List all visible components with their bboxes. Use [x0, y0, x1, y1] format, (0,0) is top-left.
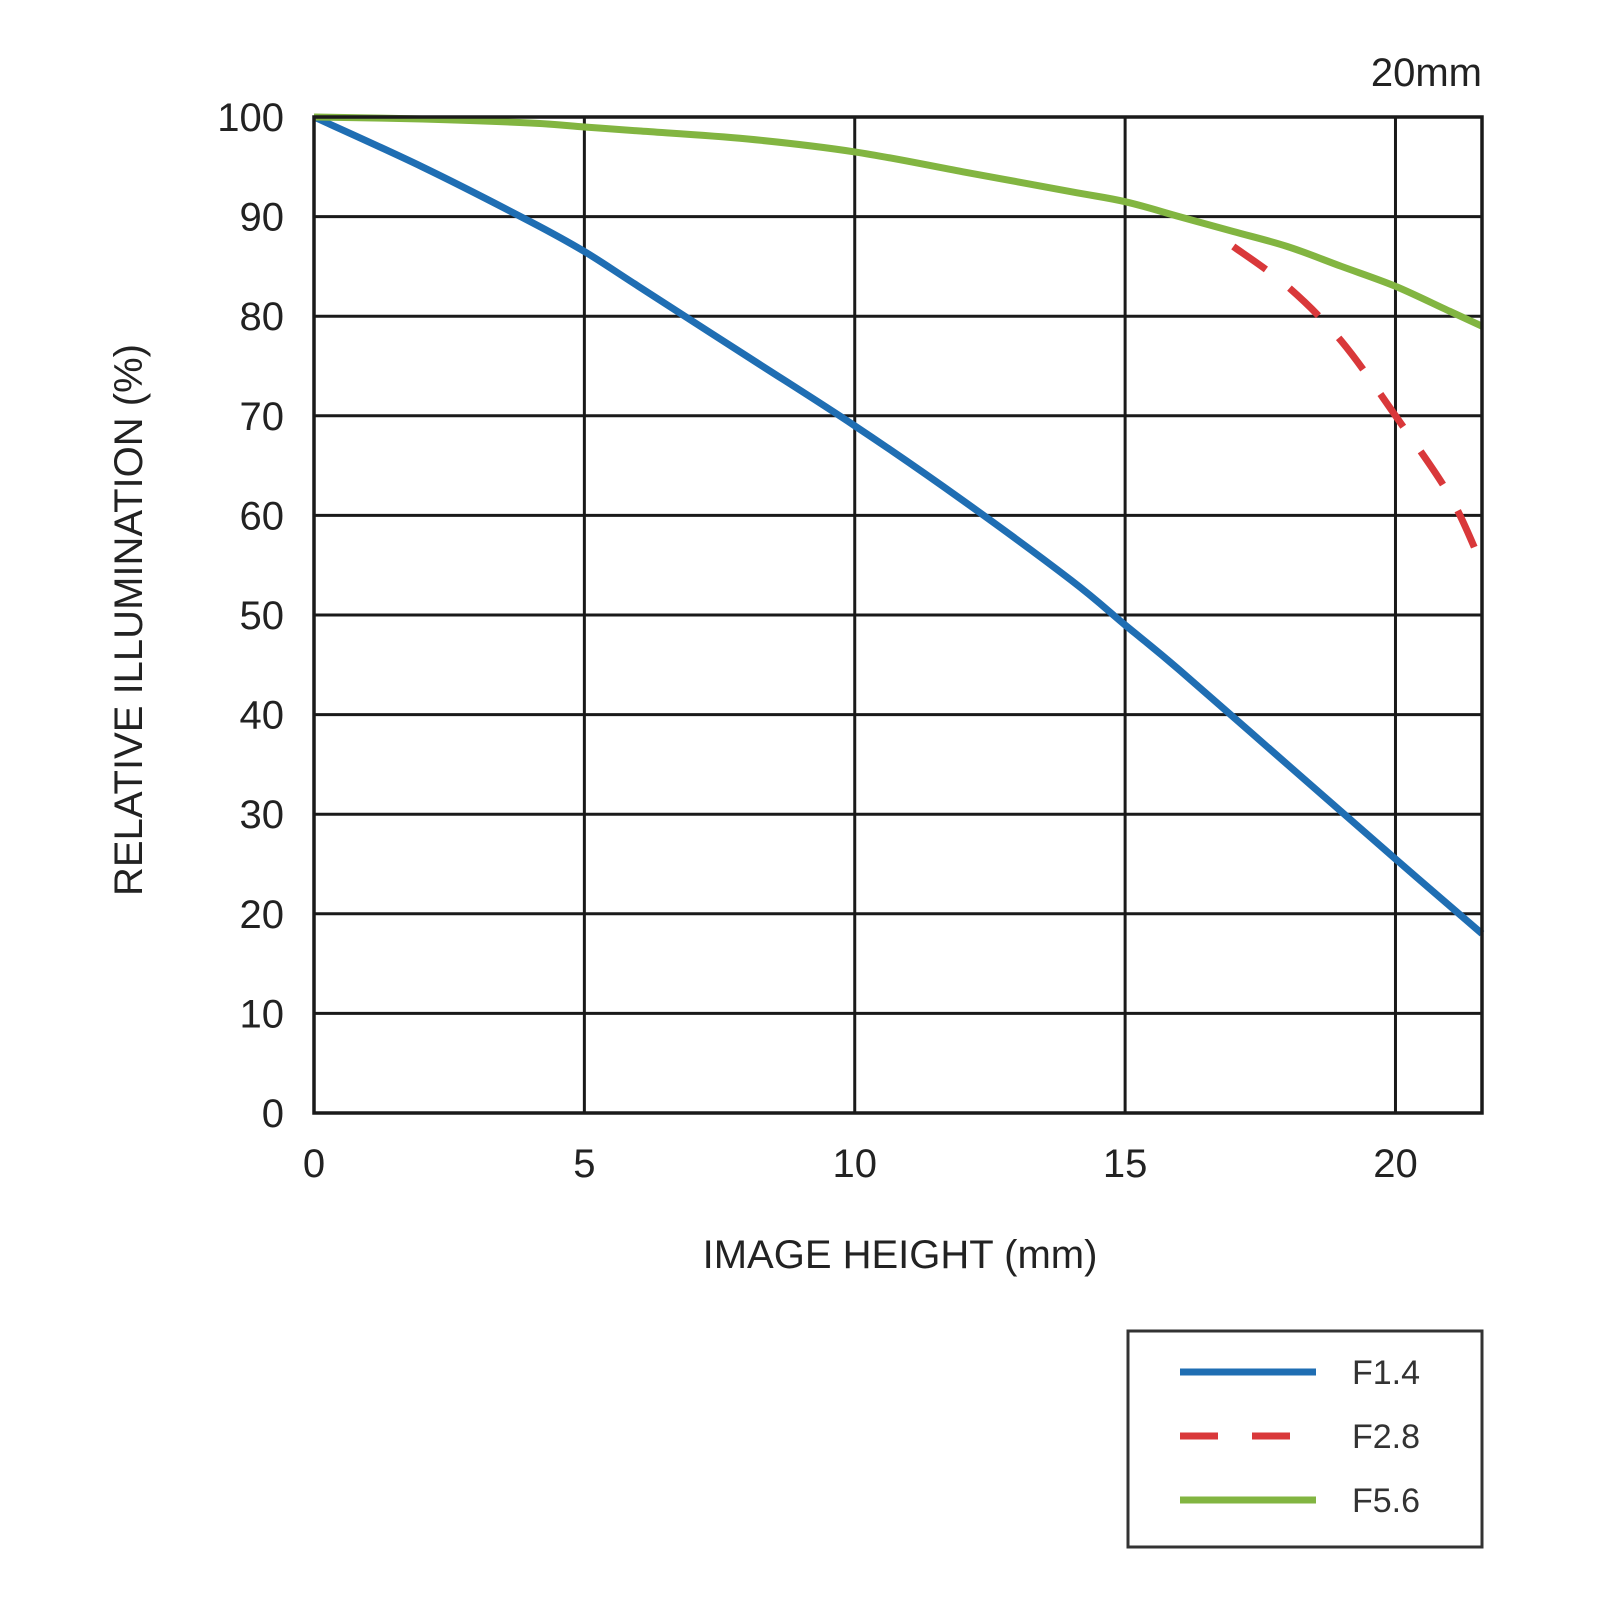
x-tick-label: 0 — [303, 1142, 325, 1186]
tick-layer: 0 5 10 15 20 0 10 20 30 40 50 60 70 80 90 100 — [217, 96, 1417, 1186]
y-tick-label: 70 — [240, 395, 285, 439]
series-line-f1-4 — [312, 113, 1485, 937]
series-line-f5-6 — [313, 113, 1484, 330]
y-tick-label: 50 — [240, 594, 285, 638]
y-tick-label: 20 — [240, 893, 285, 937]
plot-frame — [312, 115, 1484, 1115]
y-tick-label: 100 — [217, 96, 284, 140]
series-line-f2-8 — [1231, 243, 1486, 567]
x-tick-label: 15 — [1103, 1142, 1148, 1186]
y-tick-label: 60 — [240, 494, 285, 538]
legend-label: F1.4 — [1352, 1354, 1420, 1392]
series-layer — [312, 113, 1486, 937]
y-tick-label: 10 — [240, 992, 285, 1036]
legend-label: F5.6 — [1352, 1482, 1420, 1520]
y-tick-label: 80 — [240, 295, 285, 339]
chart-title: 20mm — [1371, 51, 1482, 95]
y-tick-label: 30 — [240, 793, 285, 837]
legend-items: F1.4 F2.8 F5.6 — [1180, 1354, 1420, 1520]
x-tick-label: 20 — [1373, 1142, 1418, 1186]
y-axis-label: RELATIVE ILLUMINATION (%) — [107, 344, 151, 896]
y-tick-label: 90 — [240, 196, 285, 240]
grid-layer — [314, 117, 1482, 1113]
legend: F1.4 F2.8 F5.6 — [1126, 1329, 1484, 1549]
x-tick-label: 10 — [832, 1142, 877, 1186]
x-tick-label: 5 — [573, 1142, 595, 1186]
y-tick-label: 40 — [240, 694, 285, 738]
x-axis-label: IMAGE HEIGHT (mm) — [703, 1233, 1098, 1277]
y-tick-label: 0 — [262, 1092, 284, 1136]
legend-label: F2.8 — [1352, 1418, 1420, 1456]
